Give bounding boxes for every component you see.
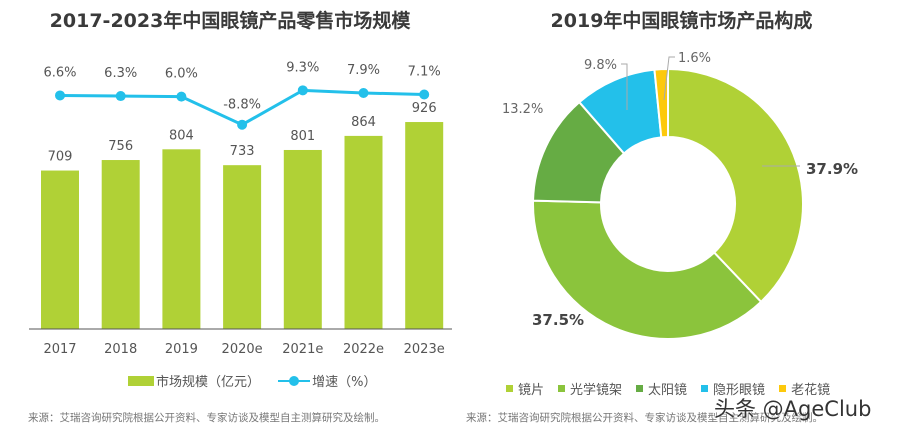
growth-point-2018 xyxy=(115,91,126,102)
donut-chart-title: 2019年中国眼镜市场产品构成 xyxy=(550,10,813,32)
growth-value-label: 9.3% xyxy=(286,60,319,75)
donut-slice-4 xyxy=(653,67,669,139)
donut-layer xyxy=(532,67,804,340)
bar-swatch-icon xyxy=(128,375,154,386)
legend-item-1: 光学镜架 xyxy=(558,379,622,398)
x-tick-label: 2018 xyxy=(104,342,137,357)
donut-value-label: 37.9% xyxy=(806,160,858,178)
growth-value-label: 7.9% xyxy=(347,63,380,78)
growth-point-2017 xyxy=(55,90,65,101)
growth-value-label: 6.6% xyxy=(43,65,76,80)
growth-point-2022e xyxy=(358,87,369,98)
bar-2018 xyxy=(101,160,140,329)
bar-2023e xyxy=(405,122,444,329)
donut-value-label: 1.6% xyxy=(678,51,711,66)
legend-label: 光学镜架 xyxy=(570,383,623,398)
bar-2020e xyxy=(223,165,262,329)
x-tick-label: 2019 xyxy=(165,342,198,357)
legend-item-growth: 增速（%） xyxy=(278,371,377,390)
legend-swatch-icon xyxy=(701,385,709,392)
x-tick-layer: 2017 2018 2019 2020e 2021e 2022e 2023e xyxy=(43,342,444,357)
legend-label: 增速（%） xyxy=(312,375,377,390)
legend-item-2: 太阳镜 xyxy=(636,379,687,398)
legend-item-4: 老花镜 xyxy=(779,379,830,398)
legend-item-3: 隐形眼镜 xyxy=(701,379,765,398)
bar-2017 xyxy=(41,170,79,329)
bar-value-label: 801 xyxy=(290,129,315,144)
x-tick-label: 2023e xyxy=(404,342,445,357)
bar-value-label: 709 xyxy=(48,150,73,165)
leader-line xyxy=(663,56,675,101)
growth-line-layer xyxy=(55,85,430,130)
donut-value-label: 9.8% xyxy=(584,58,617,73)
legend-swatch-icon xyxy=(636,385,644,392)
right-source-note: 来源：艾瑞咨询研究院根据公开资料、专家访谈及模型自主测算研究及绘制。 xyxy=(466,412,823,424)
donut-slice-1 xyxy=(532,199,763,340)
x-tick-label: 2020e xyxy=(222,342,263,357)
left-source-note: 来源：艾瑞咨询研究院根据公开资料、专家访谈及模型自主测算研究及绘制。 xyxy=(28,412,385,424)
legend-label: 市场规模（亿元） xyxy=(156,375,261,390)
bar-value-label: 804 xyxy=(169,128,194,143)
bar-chart-title: 2017-2023年中国眼镜产品零售市场规模 xyxy=(49,10,411,32)
growth-point-2023e xyxy=(419,89,430,100)
legend-swatch-icon xyxy=(506,385,513,392)
bar-value-label: 733 xyxy=(230,144,255,159)
donut-slice-0 xyxy=(667,67,804,304)
bar-2019 xyxy=(162,149,201,329)
legend-swatch-icon xyxy=(558,385,566,392)
leader-line xyxy=(621,63,628,110)
legend-item-0: 镜片 xyxy=(506,379,544,398)
bar-chart-legend: 市场规模（亿元） 增速（%） xyxy=(128,371,391,390)
legend-label: 镜片 xyxy=(518,383,545,398)
bar-value-label: 864 xyxy=(351,115,376,130)
growth-value-label: -8.8% xyxy=(223,98,261,113)
x-tick-label: 2017 xyxy=(43,342,76,357)
x-tick-label: 2021e xyxy=(282,342,323,357)
watermark: 头条 @AgeClub xyxy=(714,397,872,421)
bar-2022e xyxy=(344,135,383,329)
x-tick-label: 2022e xyxy=(343,342,384,357)
legend-label: 隐形眼镜 xyxy=(713,383,766,398)
legend-label: 老花镜 xyxy=(791,383,831,398)
legend-swatch-icon xyxy=(779,385,787,392)
growth-value-label: 6.3% xyxy=(104,66,137,81)
bar-value-label: 756 xyxy=(108,139,133,154)
growth-point-2020e xyxy=(237,119,248,130)
bar-value-label: 926 xyxy=(412,101,437,116)
growth-value-label: 7.1% xyxy=(408,65,441,80)
bar-layer xyxy=(41,122,444,329)
bar-2021e xyxy=(283,149,322,329)
growth-label-layer: 6.6% 6.3% 6.0% -8.8% 9.3% 7.9% 7.1% xyxy=(43,60,440,112)
growth-point-2021e xyxy=(297,85,308,96)
growth-value-label: 6.0% xyxy=(165,67,198,82)
bar-label-layer: 709 756 804 733 801 864 926 xyxy=(48,101,437,164)
donut-label-layer: 37.9% 37.5% 13.2% 9.8% 1.6% xyxy=(502,51,858,329)
donut-value-label: 13.2% xyxy=(502,102,543,117)
line-marker-swatch-icon xyxy=(278,375,311,386)
legend-label: 太阳镜 xyxy=(648,383,688,398)
legend-item-market-size: 市场规模（亿元） xyxy=(128,371,260,390)
growth-point-2019 xyxy=(176,91,187,102)
donut-chart-legend: 镜片 光学镜架 太阳镜 隐形眼镜 老花镜 xyxy=(506,379,844,398)
donut-value-label: 37.5% xyxy=(532,311,584,329)
